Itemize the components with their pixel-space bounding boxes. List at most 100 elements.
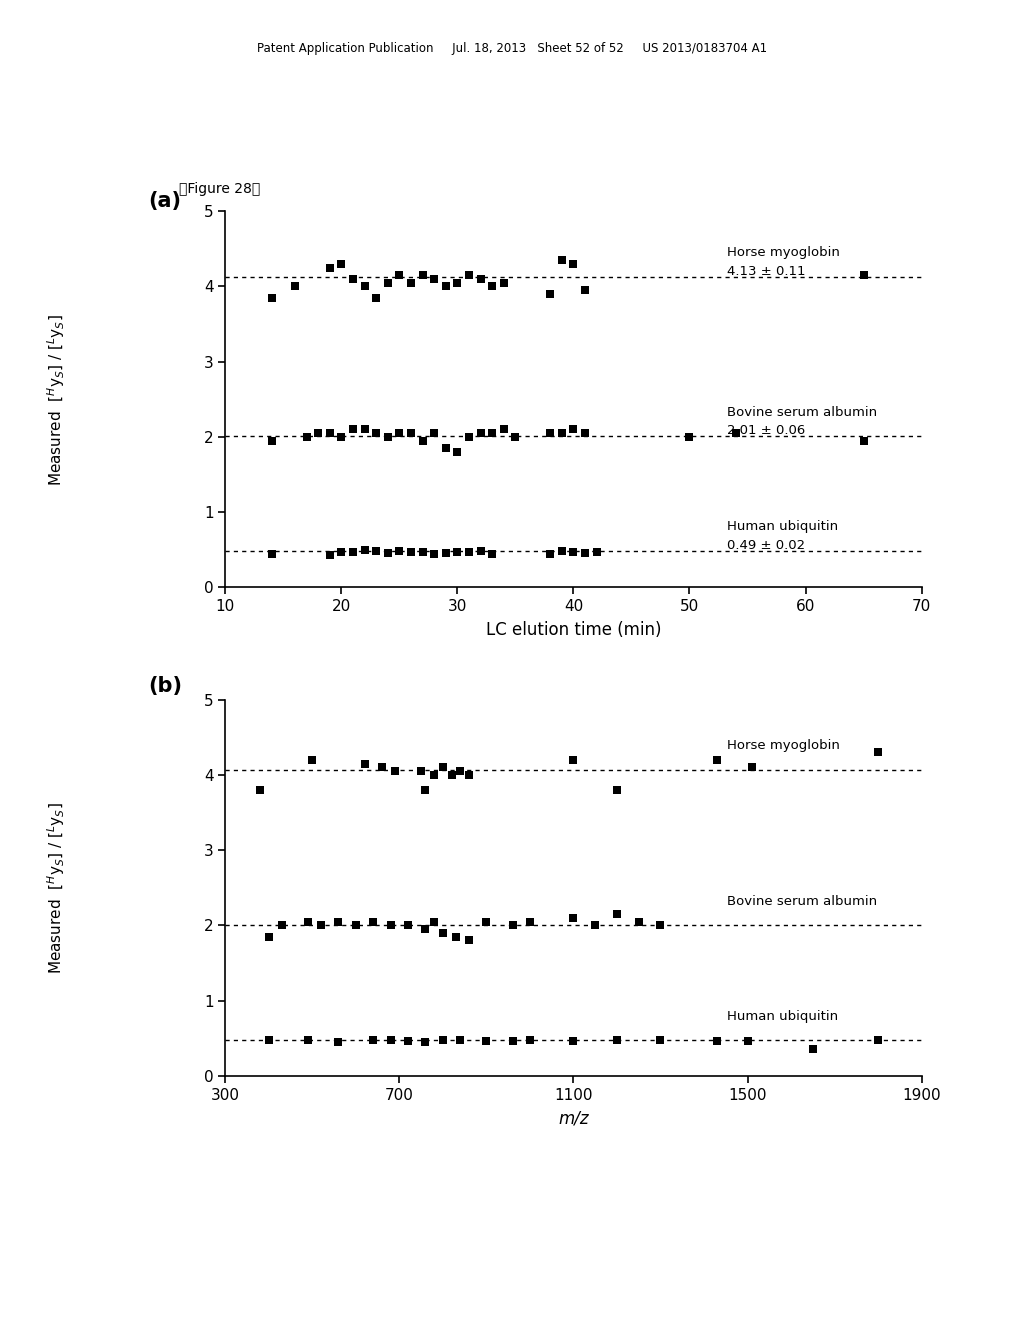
Point [565,1031,582,1052]
Point [418,779,434,800]
Point [484,422,501,444]
Point [402,422,419,444]
Point [472,422,488,444]
Text: (b): (b) [148,676,182,696]
Text: Human ubiquitin: Human ubiquitin [727,520,838,533]
Point [345,541,361,562]
X-axis label: m/z: m/z [558,1110,589,1127]
Point [322,257,338,279]
Point [437,543,454,564]
Point [709,1031,725,1052]
Point [450,541,466,562]
Point [400,915,417,936]
Text: Horse myoglobin: Horse myoglobin [727,739,840,752]
Point [356,752,373,774]
Point [447,927,464,948]
Point [391,422,408,444]
Point [333,426,349,447]
Point [304,750,321,771]
Point [443,764,460,785]
Point [855,430,871,451]
Point [333,541,349,562]
Point [356,418,373,440]
Point [472,268,488,289]
Text: Human ubiquitin: Human ubiquitin [727,1010,838,1023]
Point [434,923,451,944]
Point [426,911,442,932]
Text: Bovine serum albumin: Bovine serum albumin [727,895,877,908]
Point [484,543,501,564]
Point [461,764,477,785]
Point [565,907,582,928]
Point [478,1031,495,1052]
Point [374,756,390,777]
Point [415,264,431,285]
Point [322,544,338,565]
Point [418,919,434,940]
Point [426,764,442,785]
Point [631,911,647,932]
Point [345,268,361,289]
Point [505,1031,521,1052]
Text: 2.01 ± 0.06: 2.01 ± 0.06 [727,425,805,437]
Point [453,760,469,781]
Point [252,779,268,800]
Point [356,539,373,560]
Point [356,276,373,297]
Point [400,1031,417,1052]
Point [855,264,871,285]
Point [391,264,408,285]
Text: 《Figure 28》: 《Figure 28》 [179,182,260,197]
Point [434,756,451,777]
Point [310,422,327,444]
Point [330,1031,346,1052]
Point [368,541,384,562]
Point [413,760,429,781]
Point [652,1030,669,1051]
Point [330,911,346,932]
Point [273,915,290,936]
Point [565,541,582,562]
Point [496,418,512,440]
Text: Patent Application Publication     Jul. 18, 2013   Sheet 52 of 52     US 2013/01: Patent Application Publication Jul. 18, … [257,42,767,55]
Point [870,1030,887,1051]
Point [542,284,558,305]
Point [496,272,512,293]
Point [478,911,495,932]
Point [263,288,280,309]
Point [461,541,477,562]
Point [554,249,570,271]
Point [300,1030,316,1051]
Point [608,1030,625,1051]
Point [565,418,582,440]
Point [450,272,466,293]
Text: 0.49 ± 0.02: 0.49 ± 0.02 [727,539,805,552]
Point [484,276,501,297]
Text: Measured  [$^{H}$y$_{S}$] / [$^{L}$y$_{S}$]: Measured [$^{H}$y$_{S}$] / [$^{L}$y$_{S}… [45,803,68,974]
Point [313,915,330,936]
Point [426,543,442,564]
Point [565,253,582,275]
Point [542,422,558,444]
Point [426,268,442,289]
Point [577,422,593,444]
Point [554,541,570,562]
Point [263,430,280,451]
Point [415,541,431,562]
Point [522,1030,539,1051]
Point [383,915,399,936]
Point [743,756,760,777]
Text: (a): (a) [148,191,181,211]
Point [263,543,280,564]
Point [380,272,396,293]
Point [728,422,744,444]
Point [287,276,303,297]
Point [577,280,593,301]
Point [681,426,697,447]
Point [870,742,887,763]
Text: 4.13 ± 0.11: 4.13 ± 0.11 [727,265,805,279]
Point [366,1030,382,1051]
Point [437,276,454,297]
Point [805,1039,821,1060]
Point [426,422,442,444]
